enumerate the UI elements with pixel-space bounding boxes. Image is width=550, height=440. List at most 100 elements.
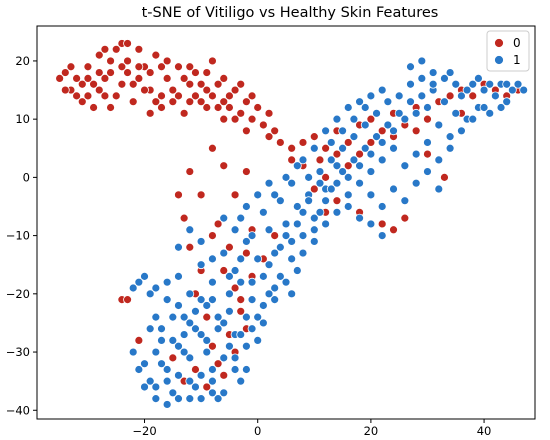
point-series-1-98 <box>208 388 217 398</box>
point-series-0-82 <box>202 68 212 77</box>
point-series-1-33 <box>326 155 336 165</box>
point-series-1-157 <box>225 271 234 281</box>
point-series-1-83 <box>309 143 319 153</box>
point-series-0-117 <box>343 161 353 171</box>
point-series-0-76 <box>60 85 70 95</box>
point-series-0-89 <box>309 132 319 142</box>
point-series-0-114 <box>287 155 297 165</box>
point-series-1-40 <box>366 149 376 159</box>
point-series-1-180 <box>389 184 398 194</box>
point-series-1-71 <box>174 271 183 281</box>
point-series-1-191 <box>519 85 529 95</box>
point-series-0-79 <box>117 62 127 72</box>
point-series-1-61 <box>485 108 495 118</box>
point-series-1-195 <box>428 68 438 77</box>
point-series-1-186 <box>377 202 387 211</box>
point-series-1-20 <box>253 335 263 345</box>
point-series-0-110 <box>411 126 421 136</box>
point-series-0-68 <box>247 91 257 101</box>
point-series-0-77 <box>83 91 93 101</box>
x-tick-label: −20 <box>132 424 156 438</box>
point-series-1-78 <box>253 254 263 264</box>
point-series-1-136 <box>338 167 347 176</box>
point-series-1-161 <box>270 190 280 200</box>
point-series-1-125 <box>213 324 223 334</box>
point-series-1-209 <box>258 318 268 328</box>
point-series-0-161 <box>208 231 217 241</box>
point-series-1-205 <box>241 365 251 374</box>
point-series-0-34 <box>111 91 121 101</box>
point-series-0-3 <box>77 97 87 107</box>
point-series-1-31 <box>315 167 325 176</box>
point-series-0-27 <box>213 103 223 112</box>
point-series-1-119 <box>445 143 455 153</box>
point-series-0-163 <box>230 283 240 293</box>
point-series-0-150 <box>191 365 200 374</box>
point-series-0-29 <box>225 91 234 101</box>
point-series-0-141 <box>230 190 240 200</box>
legend-label-0: 0 <box>513 36 521 50</box>
scatter-points <box>55 39 529 409</box>
point-series-1-167 <box>338 126 347 136</box>
point-series-0-139 <box>225 242 234 252</box>
point-series-1-12 <box>208 365 217 374</box>
point-series-0-54 <box>174 91 183 101</box>
point-series-1-93 <box>151 394 161 404</box>
point-series-0-164 <box>241 248 251 258</box>
point-series-0-48 <box>106 56 115 66</box>
point-series-1-60 <box>479 85 489 95</box>
point-series-1-54 <box>445 132 455 142</box>
point-series-1-65 <box>507 85 517 95</box>
y-tick-label: 10 <box>15 112 30 126</box>
point-series-0-95 <box>377 126 387 136</box>
point-series-1-14 <box>219 318 229 328</box>
point-series-1-55 <box>451 108 461 118</box>
point-series-1-164 <box>304 172 314 182</box>
point-series-1-163 <box>292 161 302 171</box>
point-series-1-15 <box>225 289 234 299</box>
point-series-1-168 <box>349 114 359 124</box>
point-series-1-64 <box>502 97 512 107</box>
point-series-1-89 <box>377 85 387 95</box>
point-series-1-145 <box>440 74 449 83</box>
point-series-1-104 <box>275 271 285 281</box>
point-series-1-173 <box>230 225 240 235</box>
point-series-1-24 <box>275 242 285 252</box>
point-series-0-4 <box>83 62 93 72</box>
x-tick-label: 0 <box>254 424 261 438</box>
point-series-0-119 <box>332 196 342 206</box>
point-series-1-207 <box>236 330 246 339</box>
point-series-1-227 <box>185 318 195 328</box>
point-series-0-156 <box>270 231 280 241</box>
point-series-1-38 <box>355 161 364 171</box>
x-tick-label: 20 <box>364 424 379 438</box>
point-series-1-26 <box>287 254 297 264</box>
point-series-0-44 <box>225 103 234 112</box>
point-series-1-97 <box>196 370 206 380</box>
point-series-0-50 <box>128 79 138 89</box>
point-series-0-40 <box>179 74 189 83</box>
point-series-1-217 <box>332 207 342 217</box>
point-series-0-74 <box>145 68 155 77</box>
point-series-0-67 <box>241 126 251 136</box>
point-series-1-129 <box>258 271 268 281</box>
point-series-1-185 <box>366 190 376 200</box>
point-series-0-64 <box>258 120 268 130</box>
point-series-1-151 <box>157 359 166 369</box>
point-series-1-133 <box>304 196 314 206</box>
point-series-0-8 <box>106 68 115 77</box>
point-series-0-88 <box>298 138 308 147</box>
y-tick-label: −20 <box>6 287 30 301</box>
point-series-0-84 <box>236 79 246 89</box>
point-series-0-148 <box>168 353 178 363</box>
point-series-1-4 <box>162 365 172 374</box>
point-series-0-2 <box>72 74 82 83</box>
point-series-1-124 <box>202 347 212 357</box>
point-series-0-75 <box>55 74 65 83</box>
point-series-0-62 <box>247 114 257 124</box>
point-series-1-90 <box>128 347 138 357</box>
point-series-1-101 <box>241 341 251 351</box>
point-series-1-96 <box>185 394 195 404</box>
point-series-0-151 <box>202 382 212 392</box>
point-series-1-94 <box>162 400 172 409</box>
